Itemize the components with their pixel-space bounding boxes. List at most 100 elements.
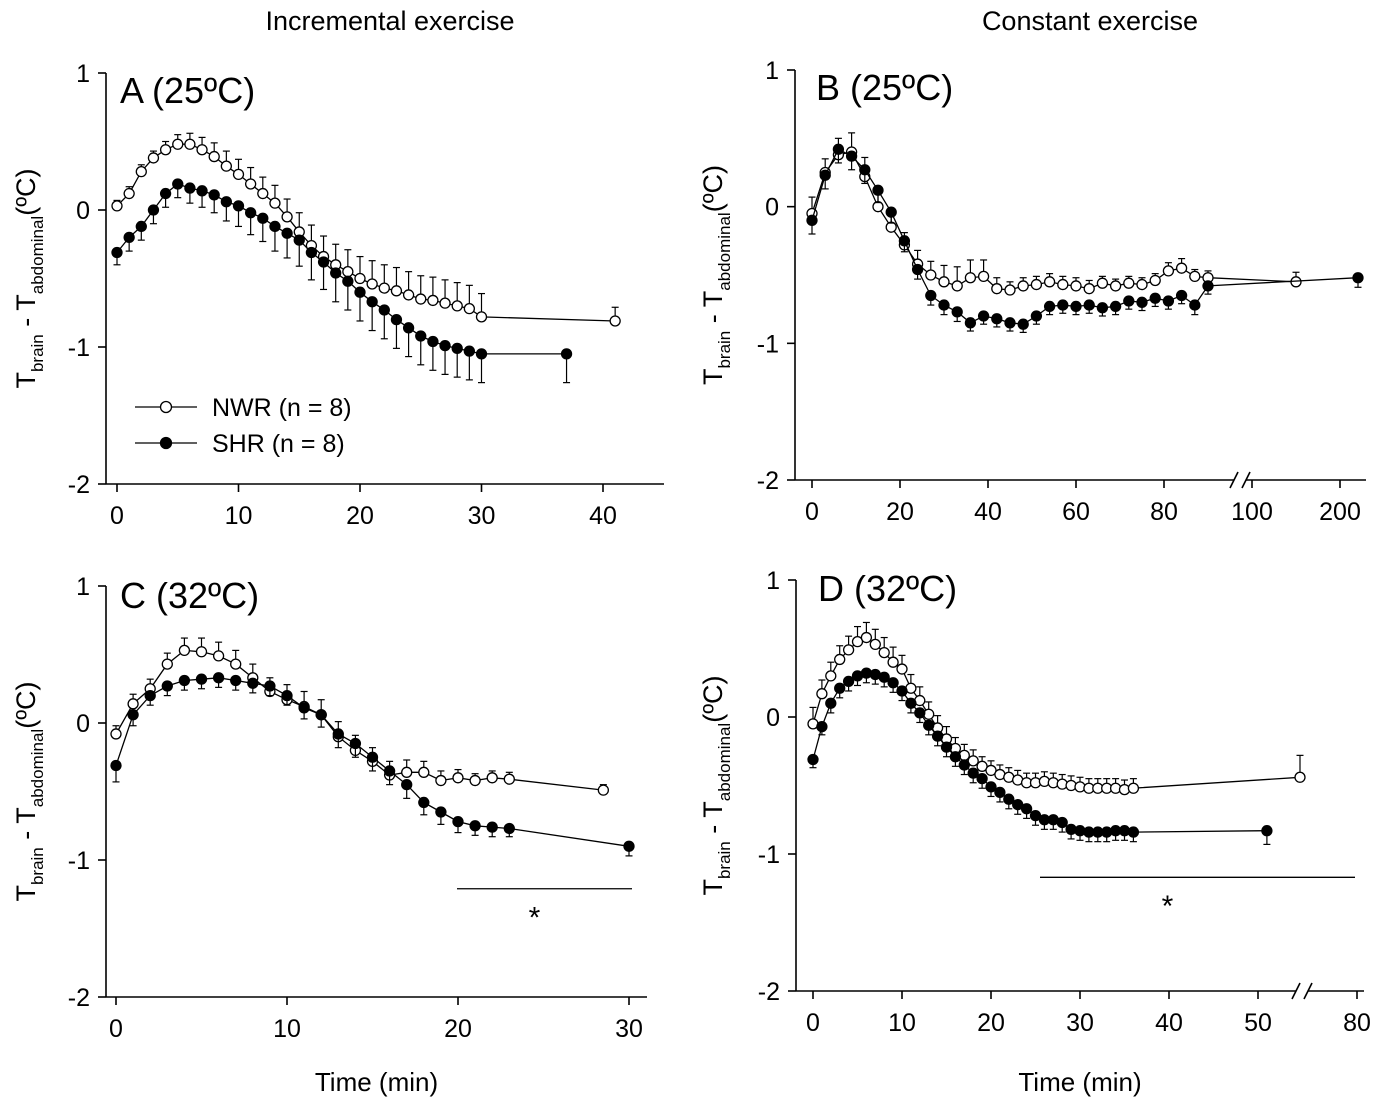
data-point: [1043, 276, 1056, 288]
data-point: [475, 311, 488, 323]
data-point: [1070, 280, 1082, 292]
series-nwr: [110, 637, 609, 796]
data-point: [452, 772, 464, 784]
data-point: [196, 185, 208, 197]
data-point: [1004, 317, 1016, 329]
data-point: [887, 677, 899, 689]
data-point: [1057, 278, 1069, 291]
panel-b: 1 0 -1 -2 0 20 40 60 80 100 200 Tbrain - Tabdominal…: [698, 57, 1366, 526]
data-point: [885, 206, 897, 218]
data-point: [463, 302, 476, 315]
data-point: [220, 160, 233, 172]
series-line: [116, 143, 616, 322]
data-point: [383, 765, 396, 777]
legend-open-label: NWR (n = 8): [212, 394, 352, 422]
data-point: [147, 152, 160, 164]
panel-label: B (25ºC): [816, 67, 953, 108]
data-point: [958, 759, 970, 771]
data-point: [977, 310, 990, 322]
data-point: [1083, 283, 1095, 295]
y-tick-label: 0: [76, 710, 90, 738]
data-point: [1189, 270, 1201, 283]
data-point: [964, 317, 977, 329]
x-axis-label: Time (min): [315, 1067, 438, 1097]
series-shr: [806, 143, 1364, 333]
data-point: [807, 753, 819, 766]
data-point: [842, 675, 855, 688]
data-point: [208, 150, 220, 163]
data-point: [991, 313, 1003, 325]
y-tick-label: 0: [765, 194, 779, 222]
x-tick-label: 40: [974, 498, 1002, 526]
data-point: [1003, 793, 1015, 805]
data-point: [951, 280, 963, 292]
y-axis-label: Tbrain - Tabdominal(ºC): [698, 165, 734, 385]
x-tick-label: 10: [888, 1009, 916, 1037]
data-point: [475, 348, 488, 360]
x-tick-label: 10: [273, 1015, 301, 1043]
data-point: [123, 231, 135, 244]
data-point: [354, 286, 366, 298]
data-point: [293, 234, 305, 246]
data-point: [925, 269, 937, 281]
data-point: [390, 313, 403, 326]
data-point: [860, 631, 873, 644]
data-point: [415, 330, 427, 342]
data-point: [305, 246, 318, 259]
x-tick-label: 50: [1244, 1009, 1272, 1037]
data-point: [451, 342, 463, 355]
data-point: [851, 636, 864, 648]
data-point: [1070, 300, 1082, 313]
x-tick-label: 10: [225, 502, 253, 530]
data-point: [994, 786, 1006, 798]
data-point: [1056, 816, 1068, 829]
data-point: [911, 263, 924, 276]
data-point: [123, 187, 135, 200]
data-point: [439, 297, 451, 309]
data-point: [281, 211, 293, 223]
data-point: [991, 283, 1003, 295]
y-tick-label: -1: [68, 847, 90, 875]
data-point: [1136, 296, 1148, 308]
data-point: [1020, 803, 1033, 815]
axis-break-mark: [1229, 471, 1239, 489]
axis-break-mark: [1291, 982, 1301, 1000]
data-point: [244, 178, 257, 190]
legend-open-marker: [159, 400, 173, 414]
series-shr: [807, 667, 1273, 846]
series-nwr: [806, 132, 1302, 296]
column-title-constant: Constant exercise: [982, 6, 1198, 36]
data-point: [985, 781, 997, 793]
data-point: [469, 820, 481, 832]
data-point: [159, 187, 172, 200]
data-point: [925, 289, 937, 302]
data-point: [1109, 300, 1122, 313]
data-point: [503, 773, 515, 785]
x-tick-label: 20: [444, 1015, 472, 1043]
data-point: [195, 673, 208, 685]
y-tick-label: 1: [766, 567, 780, 595]
y-tick-label: 1: [765, 57, 779, 85]
data-point: [212, 650, 225, 662]
data-point: [208, 189, 220, 201]
panel-label: D (32ºC): [818, 568, 957, 609]
data-point: [135, 165, 147, 178]
panel-label: C (32ºC): [120, 575, 259, 616]
data-point: [1123, 277, 1135, 289]
data-point: [834, 682, 846, 694]
series-line: [811, 151, 1297, 291]
data-point: [159, 144, 172, 156]
y-tick-label: -2: [757, 467, 779, 495]
data-point: [806, 214, 818, 226]
data-point: [315, 709, 327, 721]
y-axis-label: Tbrain - Tabdominal(ºC): [698, 675, 734, 895]
data-point: [178, 674, 191, 687]
data-point: [1004, 284, 1016, 296]
y-axis-label: Tbrain - Tabdominal(ºC): [11, 681, 47, 901]
data-point: [609, 315, 621, 327]
data-point: [878, 671, 890, 683]
data-point: [825, 697, 837, 709]
x-tick-label: 0: [806, 1009, 820, 1037]
data-point: [1057, 299, 1069, 311]
x-tick-label: 200: [1319, 498, 1361, 526]
